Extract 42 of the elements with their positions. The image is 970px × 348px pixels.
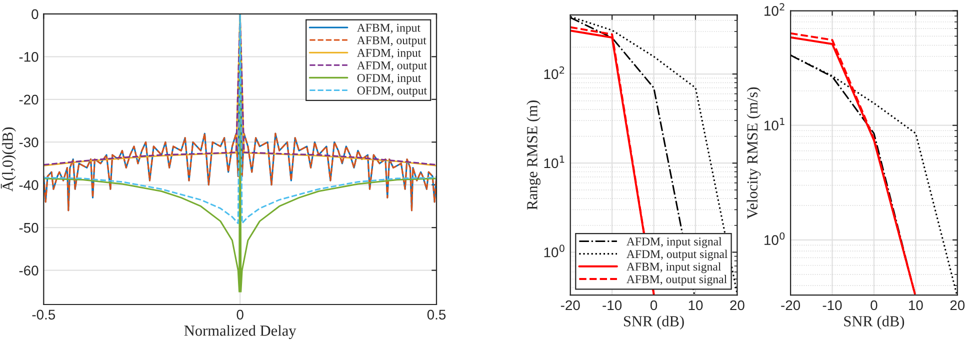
- y-axis-title: Velocity RMSE (m/s): [746, 87, 761, 219]
- y-tick-label: 10$^{0}$: [764, 232, 785, 245]
- x-tick-label: -20: [560, 300, 580, 310]
- x-axis-title: SNR (dB): [624, 316, 684, 330]
- legend-label: AFDM, input: [356, 48, 422, 60]
- x-tick-label: -0.5: [32, 310, 56, 320]
- x-tick-label: 20: [730, 300, 744, 310]
- x-axis-title: SNR (dB): [844, 316, 904, 330]
- legend-label: AFDM, input signal: [626, 237, 722, 248]
- y-tick-label: -10: [19, 52, 38, 62]
- legend-label: AFBM, input signal: [626, 262, 721, 274]
- legend-label: OFDM, output: [357, 86, 427, 97]
- y-axis-title: Ā(l,0)(dB): [0, 127, 16, 192]
- legend-label: OFDM, input: [357, 74, 422, 84]
- x-tick-label: 0: [650, 300, 658, 310]
- y-tick-label: 10$^{0}$: [544, 244, 564, 258]
- legend-label: AFBM, output signal: [626, 274, 727, 286]
- legend-label: AFBM, output: [356, 36, 426, 47]
- legend-label: AFDM, output: [356, 61, 427, 72]
- x-tick-label: 0: [236, 310, 244, 320]
- x-tick-label: 20: [950, 300, 965, 310]
- y-tick-label: -40: [19, 180, 38, 190]
- x-tick-label: 0: [870, 300, 878, 310]
- y-tick-label: 10$^{2}$: [544, 66, 564, 80]
- x-tick-label: 10: [688, 300, 703, 310]
- legend-label: AFBM, input: [356, 24, 420, 34]
- x-axis-title: Normalized Delay: [184, 325, 296, 339]
- x-tick-label: -20: [781, 300, 800, 310]
- legend-label: AFDM, output signal: [626, 250, 728, 260]
- x-tick-label: 10: [909, 300, 923, 310]
- y-tick-label: 0: [32, 9, 38, 20]
- y-tick-label: 10$^{1}$: [544, 156, 564, 168]
- y-tick-label: -60: [19, 266, 38, 276]
- y-tick-label: 10$^{1}$: [764, 118, 784, 130]
- y-tick-label: -50: [19, 222, 38, 233]
- x-tick-label: -10: [602, 300, 622, 310]
- x-tick-label: -10: [822, 300, 842, 310]
- y-axis-title: Range RMSE (m): [526, 100, 540, 210]
- x-tick-label: 0.5: [427, 310, 446, 320]
- y-tick-label: 10$^{2}$: [764, 3, 784, 16]
- y-tick-label: -30: [19, 137, 38, 148]
- y-tick-label: -20: [19, 94, 38, 105]
